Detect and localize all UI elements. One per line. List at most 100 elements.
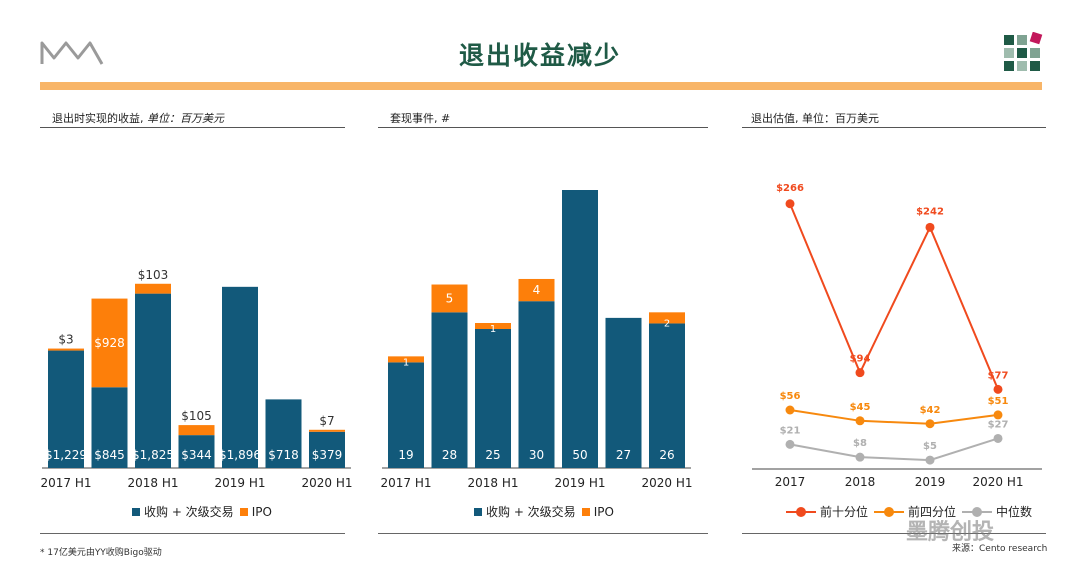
upper-quartile-label: $56 [780,391,801,402]
top-decile-label: $242 [916,206,944,217]
bar-acq [178,435,215,468]
upper-quartile-label: $42 [920,405,941,416]
upper-quartile-point [855,416,865,426]
bar-ipo [431,284,468,313]
bar-acq-label: $1,825 [132,448,174,462]
bar-ipo [48,348,84,351]
middle-bottom-rule [378,533,708,534]
legend-ipo-label: IPO [251,504,272,519]
bar-ipo [178,425,215,436]
upper-quartile-line [789,409,999,425]
x-tick-label: 2017 H1 [40,476,91,490]
bar-acq [605,317,642,468]
mw-logo: MW [40,41,104,65]
bar-acq-label: $845 [94,448,125,462]
median-label: $21 [780,425,801,436]
bar-acq [91,387,128,468]
x-tick-label: 2017 H1 [380,476,431,490]
bar-ipo-label: $928 [94,336,125,350]
bar-acq-label: $718 [268,448,299,462]
bar-acq [475,329,511,468]
top-decile-label: $266 [776,183,804,194]
legend-top-decile-label: 前十分位 [820,505,869,519]
legend-ipo-label: IPO [593,504,614,519]
bar-ipo-label: 1 [490,324,496,335]
brand-grid-icon [1004,32,1043,71]
bar-ipo [518,278,555,302]
legend-acq-label: 收购 + 次级交易 [144,505,234,519]
top-decile-label: $77 [988,370,1009,381]
median-label: $27 [988,419,1009,430]
bar-acq [48,350,84,468]
bar-acq-label: $1,896 [219,448,261,462]
bar-acq-label: 30 [529,448,544,462]
upper-quartile-point [993,410,1003,420]
bar-acq [649,323,685,468]
source-note: 来源：Cento research [952,544,1048,554]
bar-ipo [309,429,345,432]
bar-ipo-label: $103 [138,268,169,282]
bar-acq [431,312,468,468]
middle-panel-rule [378,127,708,128]
bar-acq [562,190,598,468]
legend-ipo-swatch [581,507,590,516]
x-tick-label: 2017 [775,475,806,489]
left-bottom-rule [40,533,345,534]
bar-ipo-label: $3 [58,333,73,347]
x-tick-label: 2018 H1 [127,476,178,490]
legend-median-marker [972,506,983,517]
median-line [789,437,999,462]
median-point [855,452,865,462]
legend-acq-swatch [474,507,482,516]
legend-acq-label: 收购 + 次级交易 [486,505,576,519]
exit-proceeds-chart: $1,229 $3 2017 H1$845 $928 $1,825 $103 2018 H1… [40,268,352,490]
middle-bar-legend: 收购 + 次级交易 IPO [474,503,620,520]
right-panel-title: 退出估值, 单位：百万美元 [751,112,879,125]
bar-acq-label: 27 [616,448,631,462]
bar-acq-label: $1,229 [45,448,87,462]
bar-ipo-label: 4 [533,283,541,297]
bar-ipo-label: 2 [664,318,670,329]
bar-acq [309,431,345,468]
bar-ipo [475,323,511,329]
upper-quartile-point [925,419,935,429]
right-panel-rule [742,127,1046,128]
line-legend: 前十分位 前四分位 中位数 [786,503,1038,520]
top-decile-point [925,222,935,232]
x-tick-label: 2020 H1 [301,476,352,490]
x-tick-label: 2020 H1 [972,475,1023,489]
bar-acq-label: $379 [312,448,343,462]
upper-quartile-point [785,405,795,415]
legend-upper-quartile-marker [884,506,895,517]
median-label: $8 [853,438,867,449]
bar-acq [388,362,424,468]
middle-panel-title: 套现事件, # [390,112,451,125]
bar-ipo [135,283,171,294]
bar-acq-label: 25 [485,448,500,462]
median-point [785,439,795,449]
left-panel-title: 退出时实现的收益, 单位：百万美元 [52,112,224,125]
bar-acq-label: 19 [398,448,413,462]
x-tick-label: 2018 [845,475,876,489]
exit-valuation-chart: $266 $94 $242 $77 $56 $45 $42 $51 $21 $8 $5 $27 2017… [752,183,1042,489]
upper-quartile-label: $51 [988,396,1009,407]
median-label: $5 [923,441,937,452]
top-decile-point [785,199,795,209]
page-title: 退出收益减少 [458,41,621,70]
right-bottom-rule [742,533,1046,534]
bar-ipo-label: $7 [319,414,334,428]
upper-quartile-label: $45 [850,402,871,413]
bar-acq [265,399,302,468]
bar-ipo-label: 5 [446,291,454,305]
median-point [993,433,1003,443]
median-point [925,455,935,465]
bar-acq-label: 26 [659,448,674,462]
top-decile-label: $94 [850,354,871,365]
exit-count-chart: 19 1 2017 H1 28 5 25 1 2018 H1 30 4 50 2019 H1 27 26 2… [380,190,693,490]
top-decile-point [993,384,1003,394]
bar-acq-label: $344 [181,448,212,462]
x-tick-label: 2019 H1 [214,476,265,490]
bar-ipo-label: 1 [403,357,409,368]
footnote: * 17亿美元由YY收购Bigo驱动 [40,548,162,558]
watermark: 墨腾创投 [906,520,995,545]
